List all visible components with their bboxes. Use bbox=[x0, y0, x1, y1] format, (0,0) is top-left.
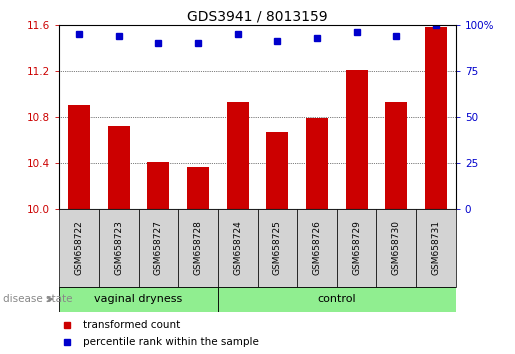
Bar bbox=[425, 27, 447, 209]
Text: control: control bbox=[317, 294, 356, 304]
Bar bbox=[306, 118, 328, 209]
Text: percentile rank within the sample: percentile rank within the sample bbox=[83, 337, 259, 347]
Text: GSM658726: GSM658726 bbox=[313, 220, 321, 275]
Bar bbox=[416, 209, 456, 287]
Bar bbox=[297, 209, 337, 287]
Title: GDS3941 / 8013159: GDS3941 / 8013159 bbox=[187, 10, 328, 24]
Text: GSM658725: GSM658725 bbox=[273, 220, 282, 275]
Bar bbox=[337, 209, 376, 287]
Bar bbox=[68, 105, 90, 209]
Text: vaginal dryness: vaginal dryness bbox=[94, 294, 183, 304]
Text: GSM658723: GSM658723 bbox=[114, 220, 123, 275]
Text: GSM658730: GSM658730 bbox=[392, 220, 401, 275]
Text: transformed count: transformed count bbox=[83, 320, 180, 330]
Bar bbox=[376, 209, 416, 287]
Text: GSM658724: GSM658724 bbox=[233, 221, 242, 275]
Text: GSM658727: GSM658727 bbox=[154, 220, 163, 275]
Bar bbox=[187, 167, 209, 209]
Bar bbox=[59, 287, 218, 312]
Bar bbox=[108, 126, 130, 209]
Bar bbox=[227, 102, 249, 209]
Text: GSM658729: GSM658729 bbox=[352, 220, 361, 275]
Bar bbox=[99, 209, 139, 287]
Bar bbox=[258, 209, 297, 287]
Bar bbox=[385, 102, 407, 209]
Bar bbox=[178, 209, 218, 287]
Bar bbox=[218, 209, 258, 287]
Bar bbox=[147, 162, 169, 209]
Text: disease state: disease state bbox=[3, 294, 72, 304]
Bar bbox=[218, 287, 456, 312]
Text: GSM658731: GSM658731 bbox=[432, 220, 440, 275]
Text: GSM658722: GSM658722 bbox=[75, 221, 83, 275]
Bar bbox=[59, 209, 99, 287]
Bar bbox=[139, 209, 178, 287]
Text: GSM658728: GSM658728 bbox=[194, 220, 202, 275]
Bar bbox=[346, 70, 368, 209]
Bar bbox=[266, 132, 288, 209]
